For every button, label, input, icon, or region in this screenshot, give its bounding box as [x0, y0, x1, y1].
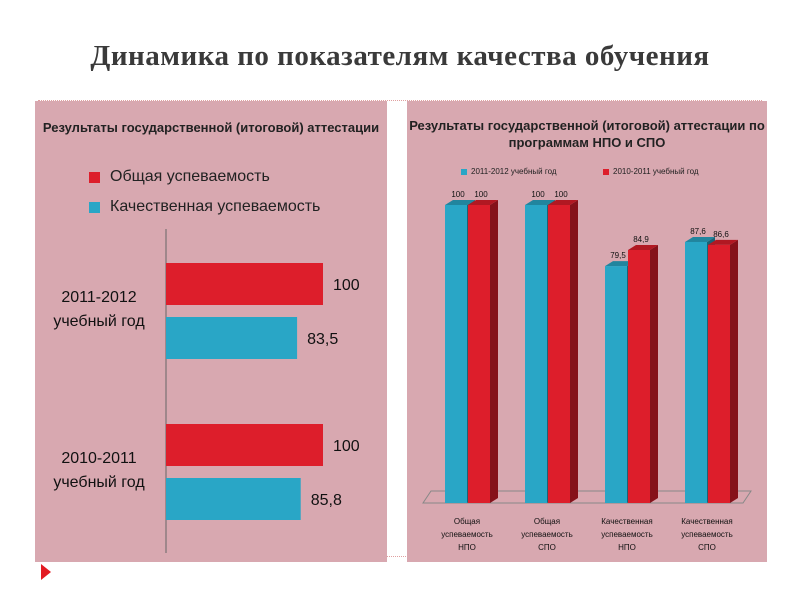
left-bar-chart: 100 83,5 2011-2012 учебный год 100 85,8 2010-2… [53, 229, 360, 553]
right-bar-top [468, 200, 498, 205]
left-bar [166, 478, 301, 520]
right-bar-side [650, 244, 658, 504]
left-bar-data-label: 100 [333, 438, 360, 455]
right-bar-top [525, 200, 555, 205]
right-bar-data-label: 100 [554, 190, 568, 199]
right-bar-top [685, 236, 715, 242]
right-bar-data-label: 100 [474, 190, 488, 199]
right-legend-swatch-2 [603, 168, 609, 175]
right-bar-top [708, 239, 738, 245]
left-legend-swatch-1 [89, 171, 100, 183]
right-category-label: НПО [458, 543, 476, 552]
right-category-label: успеваемость [441, 530, 493, 539]
left-bar-data-label: 100 [333, 277, 360, 294]
right-category-label: Общая [534, 517, 560, 526]
right-chart-title: Результаты государственной (итоговой) ат… [409, 118, 765, 150]
left-bar [166, 317, 298, 359]
right-legend-item-2: 2010-2011 учебный год [603, 167, 699, 176]
left-legend-label-1: Общая успеваемость [110, 168, 270, 185]
right-3d-bar-chart: 100 100 Общая успеваемость НПО 100 100 Общая усп… [422, 190, 752, 552]
right-bar-top [605, 261, 635, 267]
right-bar-top [445, 200, 475, 205]
right-bar [605, 266, 627, 503]
right-chart-panel: Результаты государственной (итоговой) ат… [407, 101, 767, 562]
right-category-label: Качественная [681, 517, 732, 526]
right-bar-data-label: 86,6 [713, 230, 729, 239]
left-category-label: 2011-2012 [61, 289, 136, 306]
left-category-label: 2010-2011 [61, 450, 136, 467]
right-bar-data-label: 100 [531, 190, 545, 199]
left-bar [166, 424, 323, 466]
right-bar [525, 205, 547, 503]
left-bar-data-label: 85,8 [311, 492, 342, 509]
left-bar [166, 263, 323, 305]
right-bar-top [548, 200, 578, 205]
right-bar-data-label: 79,5 [610, 251, 626, 260]
right-legend-label-1: 2011-2012 учебный год [471, 167, 557, 176]
right-legend-swatch-1 [461, 168, 467, 175]
left-bar-data-label: 83,5 [307, 331, 338, 348]
right-bar-data-label: 100 [451, 190, 465, 199]
right-category-label: НПО [618, 543, 636, 552]
right-bar [628, 249, 650, 503]
right-legend-label-2: 2010-2011 учебный год [613, 167, 699, 176]
bottom-divider [38, 556, 762, 557]
right-bar-side [490, 200, 498, 503]
left-legend-swatch-2 [89, 201, 100, 213]
right-category-label: успеваемость [521, 530, 573, 539]
left-legend-item-1: Общая успеваемость [89, 168, 270, 186]
right-bar [468, 205, 490, 503]
right-bar [445, 205, 467, 503]
slide-arrow-icon [41, 564, 51, 580]
top-divider [38, 100, 762, 101]
right-category-label: успеваемость [601, 530, 653, 539]
right-category-label: Общая [454, 517, 480, 526]
left-chart-title: Результаты государственной (итоговой) ат… [42, 120, 380, 135]
left-category-label: учебный год [53, 474, 145, 491]
left-legend-item-2: Качественная успеваемость [89, 198, 320, 216]
left-legend-label-2: Качественная успеваемость [110, 198, 321, 215]
slide-title: Динамика по показателям качества обучени… [90, 40, 710, 72]
right-bar [685, 241, 707, 503]
right-category-label: СПО [538, 543, 556, 552]
right-legend-item-1: 2011-2012 учебный год [461, 167, 557, 176]
right-bar-data-label: 84,9 [633, 235, 649, 244]
left-chart-panel: Результаты государственной (итоговой) ат… [35, 101, 387, 562]
right-bar-side [730, 239, 738, 503]
right-category-label: Качественная [601, 517, 652, 526]
right-bar-data-label: 87,6 [690, 227, 706, 236]
left-category-label: учебный год [53, 313, 145, 330]
right-bar [548, 205, 570, 503]
right-bar-top [628, 244, 658, 250]
right-category-label: успеваемость [681, 530, 733, 539]
right-bar [708, 244, 730, 503]
right-bar-side [570, 200, 578, 503]
right-category-label: СПО [698, 543, 716, 552]
